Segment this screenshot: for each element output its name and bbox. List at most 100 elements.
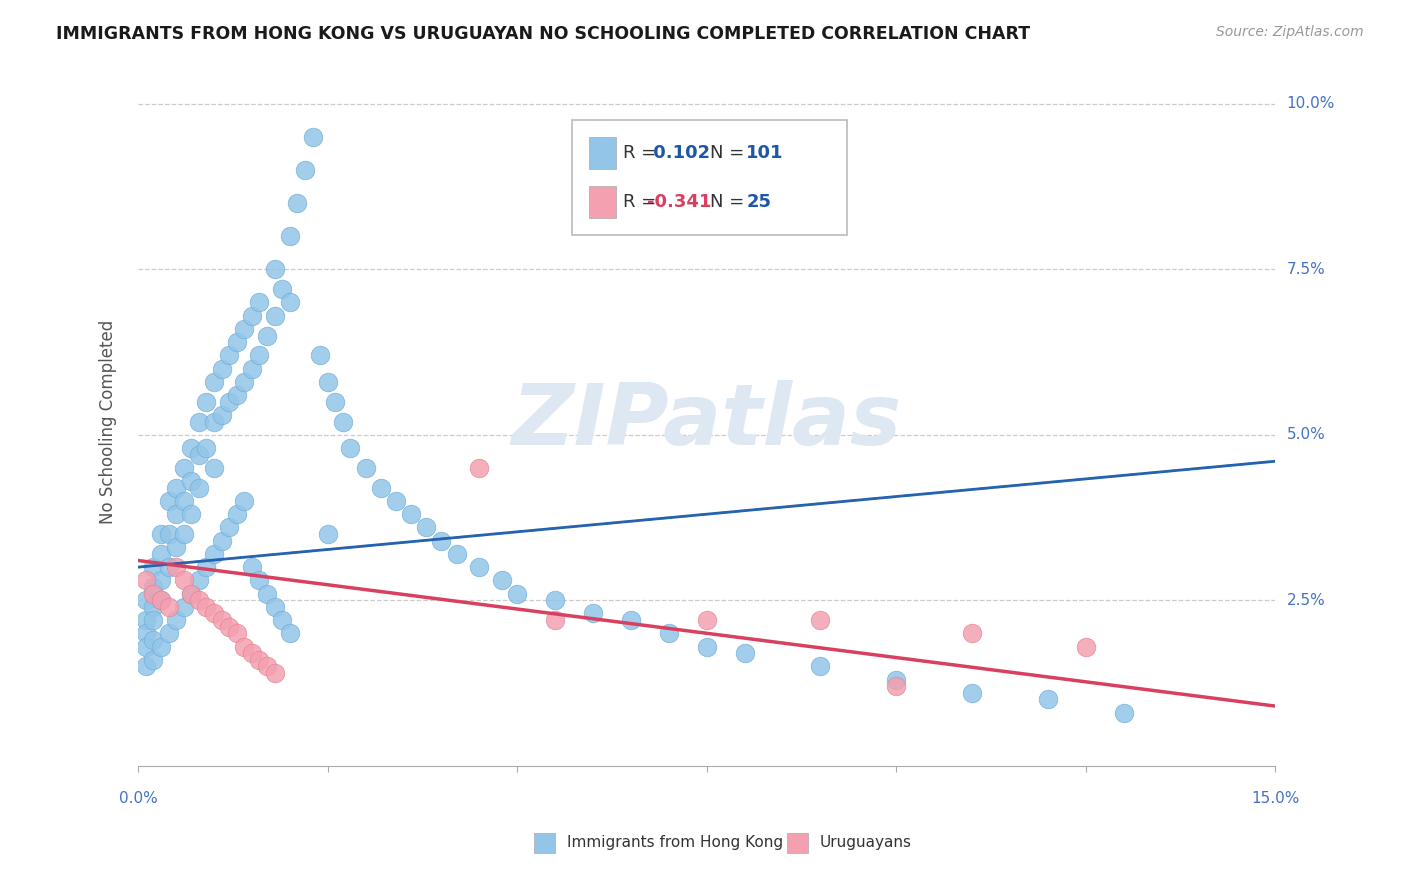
Point xyxy=(180,474,202,488)
Point xyxy=(263,599,285,614)
Text: 10.0%: 10.0% xyxy=(1286,96,1334,112)
Point xyxy=(240,560,263,574)
Point xyxy=(195,441,218,455)
Point xyxy=(294,163,316,178)
Text: N =: N = xyxy=(710,193,749,211)
Point xyxy=(309,348,332,362)
Point xyxy=(180,441,202,455)
Text: Source: ZipAtlas.com: Source: ZipAtlas.com xyxy=(1216,25,1364,39)
Point xyxy=(415,520,437,534)
Point xyxy=(157,527,180,541)
Point xyxy=(287,196,309,211)
Point xyxy=(658,626,681,640)
Point xyxy=(354,461,377,475)
Point xyxy=(165,560,187,574)
Point xyxy=(233,322,256,336)
Point xyxy=(960,686,983,700)
Point xyxy=(173,494,195,508)
Point xyxy=(157,626,180,640)
Point xyxy=(142,632,165,647)
Point xyxy=(142,560,165,574)
Point xyxy=(225,626,247,640)
Point xyxy=(446,547,468,561)
Point xyxy=(240,646,263,660)
Point xyxy=(202,607,225,621)
Point xyxy=(165,613,187,627)
Point xyxy=(620,613,643,627)
Point xyxy=(135,659,157,673)
Point xyxy=(157,560,180,574)
Point xyxy=(195,599,218,614)
Point xyxy=(173,599,195,614)
Point xyxy=(157,494,180,508)
Point xyxy=(582,607,605,621)
Point xyxy=(225,507,247,521)
Point xyxy=(233,640,256,654)
Point xyxy=(173,461,195,475)
Point xyxy=(249,574,271,588)
Text: 2.5%: 2.5% xyxy=(1286,592,1324,607)
Point xyxy=(135,574,157,588)
Point xyxy=(1036,692,1059,706)
Point xyxy=(165,481,187,495)
Point xyxy=(211,613,233,627)
Point xyxy=(810,659,832,673)
Point xyxy=(696,640,718,654)
Point xyxy=(278,626,301,640)
Text: R =: R = xyxy=(623,144,662,162)
Point xyxy=(187,574,209,588)
Point xyxy=(187,593,209,607)
Point xyxy=(180,507,202,521)
Text: 101: 101 xyxy=(747,144,783,162)
Point xyxy=(884,673,907,687)
Point xyxy=(339,441,361,455)
Point xyxy=(218,520,240,534)
Point xyxy=(316,527,339,541)
Text: 0.102: 0.102 xyxy=(647,144,710,162)
Point xyxy=(180,586,202,600)
Point xyxy=(544,613,567,627)
Point xyxy=(249,653,271,667)
Point xyxy=(211,408,233,422)
Point xyxy=(195,394,218,409)
Point xyxy=(187,415,209,429)
Point xyxy=(960,626,983,640)
Point xyxy=(211,533,233,548)
Point xyxy=(135,640,157,654)
Point xyxy=(180,586,202,600)
Point xyxy=(278,295,301,310)
Point xyxy=(256,586,278,600)
Point xyxy=(142,599,165,614)
Point xyxy=(173,574,195,588)
Point xyxy=(810,613,832,627)
Point xyxy=(370,481,392,495)
Point xyxy=(165,507,187,521)
Point xyxy=(240,309,263,323)
Point xyxy=(225,335,247,350)
Point xyxy=(468,461,491,475)
Point xyxy=(316,375,339,389)
Text: 5.0%: 5.0% xyxy=(1286,427,1324,442)
Point xyxy=(734,646,756,660)
Point xyxy=(506,586,529,600)
Point xyxy=(301,130,323,145)
Point xyxy=(142,613,165,627)
Point xyxy=(233,375,256,389)
Text: IMMIGRANTS FROM HONG KONG VS URUGUAYAN NO SCHOOLING COMPLETED CORRELATION CHART: IMMIGRANTS FROM HONG KONG VS URUGUAYAN N… xyxy=(56,25,1031,43)
Point xyxy=(491,574,513,588)
Text: -0.341: -0.341 xyxy=(647,193,711,211)
Y-axis label: No Schooling Completed: No Schooling Completed xyxy=(100,319,117,524)
Point xyxy=(142,580,165,594)
Point xyxy=(399,507,422,521)
Point xyxy=(202,461,225,475)
Point xyxy=(157,599,180,614)
Point xyxy=(218,394,240,409)
Point xyxy=(430,533,453,548)
Point xyxy=(218,620,240,634)
Point xyxy=(165,541,187,555)
Point xyxy=(271,282,294,296)
Point xyxy=(385,494,408,508)
Point xyxy=(468,560,491,574)
Point xyxy=(278,229,301,244)
Point xyxy=(249,295,271,310)
